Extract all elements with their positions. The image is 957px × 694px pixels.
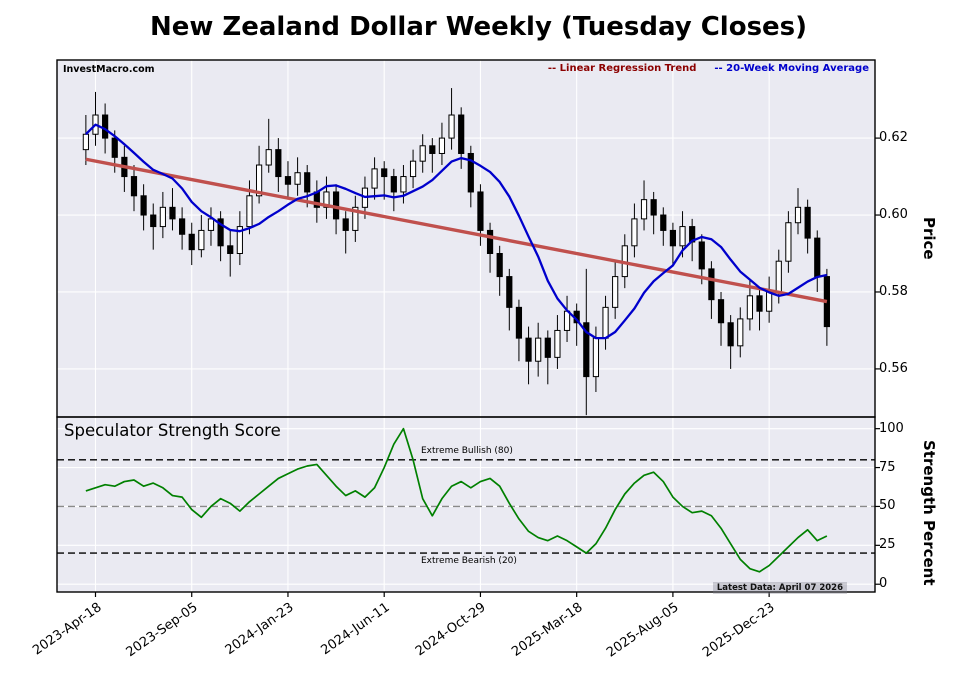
linear-regression-line [85,157,828,304]
extreme-bearish-label: Extreme Bearish (20) [421,556,517,566]
strength-score-line [85,427,828,573]
latest-data-wrap: Latest Data: April 07 2026 [602,575,847,594]
axis-ticks [94,137,880,597]
price-tick-label: 0.62 [879,130,908,146]
strength-tick-label: 0 [879,576,888,592]
ma-20-week-line [85,123,828,340]
legend-moving-average: -- 20-Week Moving Average [714,63,869,74]
strength-axis-label: Strength Percent [920,440,938,586]
price-axis-label: Price [920,217,938,260]
strength-panel-bg [57,417,875,592]
watermark-text: InvestMacro.com [63,64,155,75]
strength-tick-label: 50 [879,498,896,514]
strength-tick-label: 25 [879,537,896,553]
candlesticks [82,88,830,416]
legend: -- Linear Regression Trend -- 20-Week Mov… [57,63,869,74]
latest-data-label: Latest Data: April 07 2026 [712,582,847,594]
price-tick-label: 0.60 [879,207,908,223]
strength-tick-label: 100 [879,420,904,436]
price-tick-label: 0.56 [879,360,908,376]
strength-tick-label: 75 [879,459,896,475]
extreme-bullish-label: Extreme Bullish (80) [421,446,513,456]
legend-linear-regression: -- Linear Regression Trend [547,63,697,74]
price-tick-label: 0.58 [879,283,908,299]
price-panel-bg [57,60,875,417]
figure-title: New Zealand Dollar Weekly (Tuesday Close… [149,12,808,42]
gridlines [57,60,875,592]
strength-panel-title: Speculator Strength Score [64,421,281,440]
strength-panel-border [56,416,876,593]
